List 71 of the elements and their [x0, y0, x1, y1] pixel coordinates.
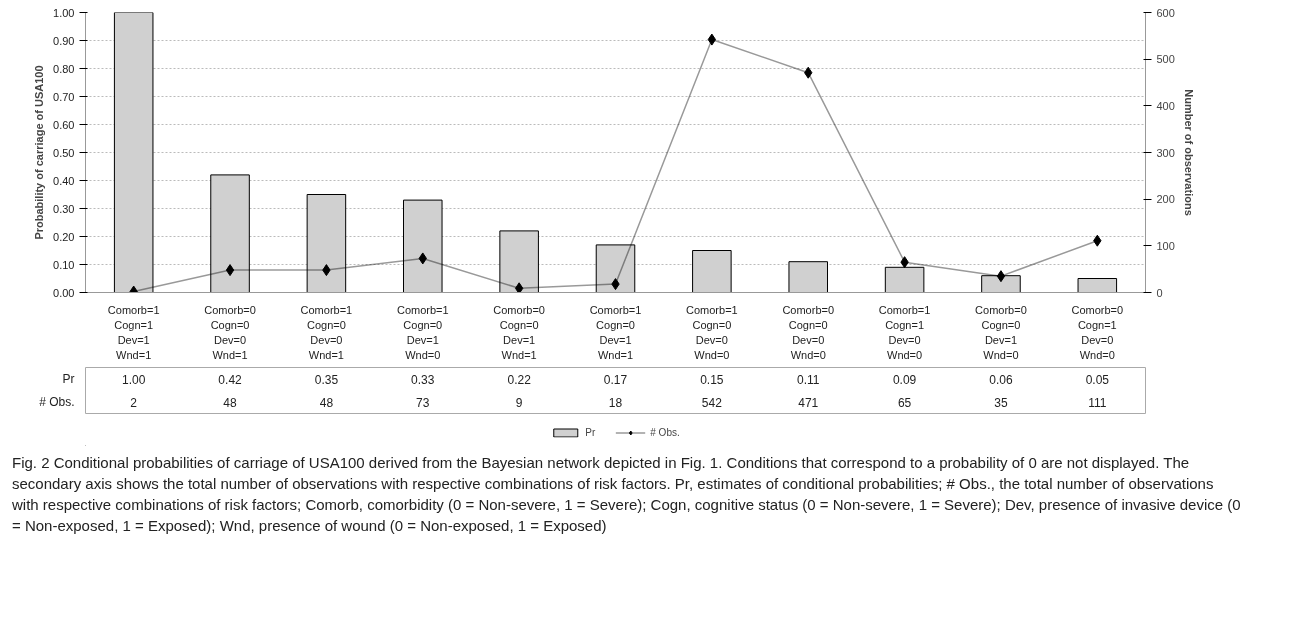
text: Pr [62, 372, 75, 386]
y-tick-label: 0.90 [53, 34, 75, 47]
bar [306, 194, 347, 293]
data-label: 0.42 [218, 372, 243, 387]
bar [788, 261, 828, 293]
bar [403, 199, 443, 293]
data-label: 65 [897, 395, 912, 410]
bar [1077, 278, 1118, 293]
point [707, 33, 717, 46]
y-tick-label: 0.10 [53, 258, 75, 271]
y2-tick-label: 600 [1156, 6, 1175, 19]
data-label: 0.17 [603, 372, 628, 387]
y2-tick-label: 100 [1156, 239, 1175, 252]
point [225, 264, 235, 277]
data-label: 48 [319, 395, 334, 410]
legend-label: # Obs. [650, 426, 680, 438]
data-label: 111 [1088, 395, 1107, 410]
y2-axis-title: Number of observations [1182, 89, 1195, 216]
data-label: 73 [416, 395, 430, 410]
data-label: 9 [515, 395, 523, 410]
data-label: 471 [798, 395, 819, 410]
data-label: 18 [608, 395, 623, 410]
x-tick-label: Comorb=0 Cogn=0 Dev=1 Wnd=1 [493, 303, 545, 361]
caption: Fig. 2 Conditional probabilities of carriage of USA100 derived from the Bayesian network depicted in Fig. 1. Conditions that correspond to a probability of 0 are not displayed. The secondary axis shows the total number of observations with respective combinations of risk factors. Pr, estimates of conditional probabilities; # Obs., the total number of observations with respective combinations of risk factors; Comorb, comorbidity (0 = Non-severe, 1 = Severe); Cogn, cognitive status (0 = Non-severe, 1 = Severe); Dev, presence of invasive device (0 = Non-exposed, 1 = Exposed); Wnd, presence of wound (0 = Non-exposed, 1 = Exposed) [12, 453, 1242, 536]
x-tick-label: Comorb=1 Cogn=1 Dev=1 Wnd=1 [107, 303, 160, 361]
data-label: 1.00 [122, 372, 146, 387]
bar [499, 230, 539, 293]
point [996, 270, 1006, 283]
data-label: 0.09 [892, 372, 917, 387]
y-tick-label: 0.00 [53, 286, 75, 299]
data-label: 35 [994, 395, 1008, 410]
x-tick-label: Comorb=1 Cogn=0 Dev=1 Wnd=0 [396, 303, 449, 361]
bar [113, 12, 154, 293]
y2-tick-label: 300 [1156, 146, 1175, 159]
y-axis-title: Probability of carriage of USA100 [33, 65, 46, 240]
legend-label: Pr [585, 426, 597, 438]
y-tick-label: 0.20 [53, 230, 75, 243]
bar [595, 244, 636, 293]
data-label: 48 [223, 395, 238, 410]
data-label: 2 [130, 395, 138, 410]
y2-tick-label: 200 [1156, 193, 1175, 206]
y2-tick-label: 0 [1156, 286, 1163, 299]
data-label: 0.15 [700, 372, 724, 387]
x-tick-label: Comorb=1 Cogn=0 Dev=1 Wnd=1 [589, 303, 642, 361]
y-tick-label: 0.80 [53, 62, 75, 75]
x-tick-label: Comorb=1 Cogn=1 Dev=0 Wnd=0 [878, 303, 931, 361]
data-label: 0.35 [314, 372, 339, 387]
bar [210, 174, 250, 293]
x-tick-label: Comorb=0 Cogn=1 Dev=0 Wnd=0 [1071, 303, 1124, 361]
bar [692, 250, 732, 293]
x-tick-label: Comorb=0 Cogn=0 Dev=1 Wnd=0 [975, 303, 1027, 361]
y-tick-label: 0.30 [53, 202, 75, 215]
data-label: 542 [701, 395, 723, 410]
point [514, 282, 524, 293]
x-tick-label: Comorb=0 Cogn=0 Dev=0 Wnd=0 [782, 303, 835, 361]
x-tick-label: Comorb=1 Cogn=0 Dev=0 Wnd=1 [300, 303, 353, 361]
y-tick-label: 1.00 [53, 6, 75, 19]
data-label: 0.22 [507, 372, 532, 387]
data-label: 0.33 [411, 372, 435, 387]
y-tick-label: 0.50 [53, 146, 75, 159]
x-tick-label: Comorb=1 Cogn=0 Dev=0 Wnd=0 [686, 303, 738, 361]
x-tick-label: Comorb=0 Cogn=0 Dev=0 Wnd=1 [204, 303, 256, 361]
data-label: 0.05 [1085, 372, 1110, 387]
text: # Obs. [39, 395, 75, 409]
y-tick-label: 0.70 [53, 90, 75, 103]
y2-tick-label: 400 [1156, 99, 1175, 112]
data-label: 0.11 [796, 372, 820, 387]
y-tick-label: 0.60 [53, 118, 75, 131]
y-tick-label: 0.40 [53, 174, 75, 187]
data-label: 0.06 [989, 372, 1013, 387]
y2-tick-label: 500 [1156, 53, 1175, 66]
